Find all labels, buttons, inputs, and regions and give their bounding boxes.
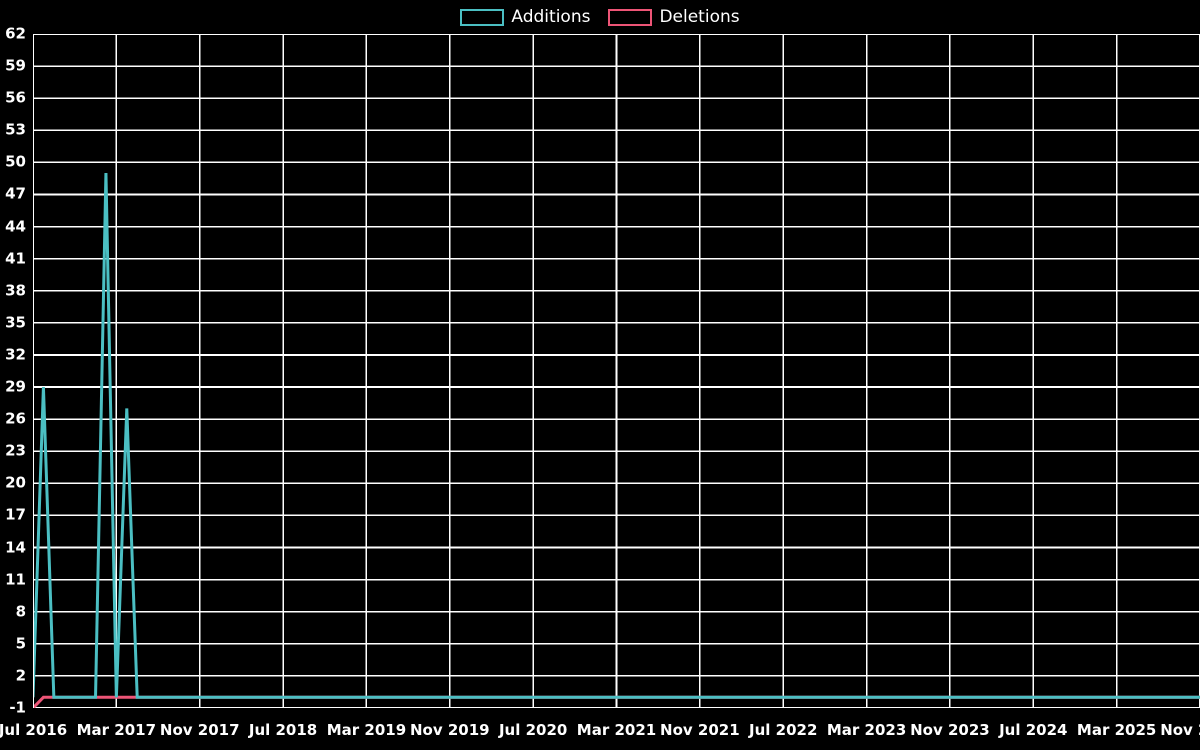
y-tick-label: -1 bbox=[9, 698, 26, 717]
y-axis-labels: -1 2 5 8 11 14 17 20 23 26 29 32 35 38 41 44 47 50 53 56 59 6… bbox=[0, 26, 33, 715]
plot-area bbox=[33, 34, 1200, 708]
x-tick-label: Mar 2025 bbox=[1076, 721, 1157, 739]
x-tick-label: Nov 2025 bbox=[1160, 721, 1200, 739]
y-tick-label: 56 bbox=[5, 88, 26, 107]
y-tick-label: 38 bbox=[5, 281, 26, 300]
series-line-additions bbox=[33, 173, 1200, 699]
y-tick-label: 26 bbox=[5, 409, 26, 428]
x-tick-label: Jul 2016 bbox=[0, 721, 68, 739]
x-tick-label: Jul 2024 bbox=[999, 721, 1068, 739]
x-tick-label: Nov 2019 bbox=[409, 721, 490, 739]
y-tick-label: 11 bbox=[5, 570, 26, 589]
y-tick-label: 32 bbox=[5, 345, 26, 364]
y-tick-label: 62 bbox=[5, 24, 26, 43]
series-swatch-icon bbox=[608, 8, 653, 26]
y-tick-label: 47 bbox=[5, 184, 26, 203]
x-tick-label: Jul 2018 bbox=[248, 721, 318, 739]
legend-item-deletions[interactable]: Deletions bbox=[608, 6, 740, 27]
y-tick-label: 44 bbox=[5, 217, 26, 236]
y-tick-label: 29 bbox=[5, 377, 26, 396]
x-tick-label: Mar 2021 bbox=[576, 721, 657, 739]
legend-label-additions: Additions bbox=[511, 6, 591, 27]
vertical-gridlines bbox=[33, 34, 1200, 708]
y-tick-label: 59 bbox=[5, 56, 26, 75]
x-tick-label: Mar 2019 bbox=[326, 721, 407, 739]
x-tick-label: Nov 2017 bbox=[159, 721, 240, 739]
x-tick-label: Nov 2021 bbox=[660, 721, 740, 739]
y-tick-label: 20 bbox=[5, 473, 26, 492]
y-tick-label: 2 bbox=[15, 666, 26, 685]
x-tick-label: Mar 2017 bbox=[76, 721, 157, 739]
x-tick-label: Jul 2022 bbox=[749, 721, 818, 739]
series-swatch-icon bbox=[460, 8, 505, 26]
legend-label-deletions: Deletions bbox=[659, 6, 740, 27]
x-tick-label: Jul 2020 bbox=[498, 721, 568, 739]
chart-legend: Additions Deletions bbox=[0, 0, 1200, 34]
y-tick-label: 50 bbox=[5, 152, 26, 171]
y-tick-label: 8 bbox=[15, 602, 26, 621]
y-tick-label: 14 bbox=[5, 538, 26, 557]
x-tick-label: Mar 2023 bbox=[826, 721, 907, 739]
plot-svg bbox=[33, 34, 1200, 708]
y-tick-label: 53 bbox=[5, 120, 26, 139]
y-tick-label: 23 bbox=[5, 441, 26, 460]
x-tick-label: Nov 2023 bbox=[910, 721, 990, 739]
x-axis-labels: Jul 2016 Mar 2017 Nov 2017 Jul 2018 Mar 2019… bbox=[0, 712, 1200, 750]
legend-item-additions[interactable]: Additions bbox=[460, 6, 591, 27]
y-tick-label: 41 bbox=[5, 249, 26, 268]
series-layer bbox=[33, 173, 1200, 708]
y-tick-label: 5 bbox=[15, 634, 26, 653]
y-tick-label: 35 bbox=[5, 313, 26, 332]
y-tick-label: 17 bbox=[5, 505, 26, 524]
